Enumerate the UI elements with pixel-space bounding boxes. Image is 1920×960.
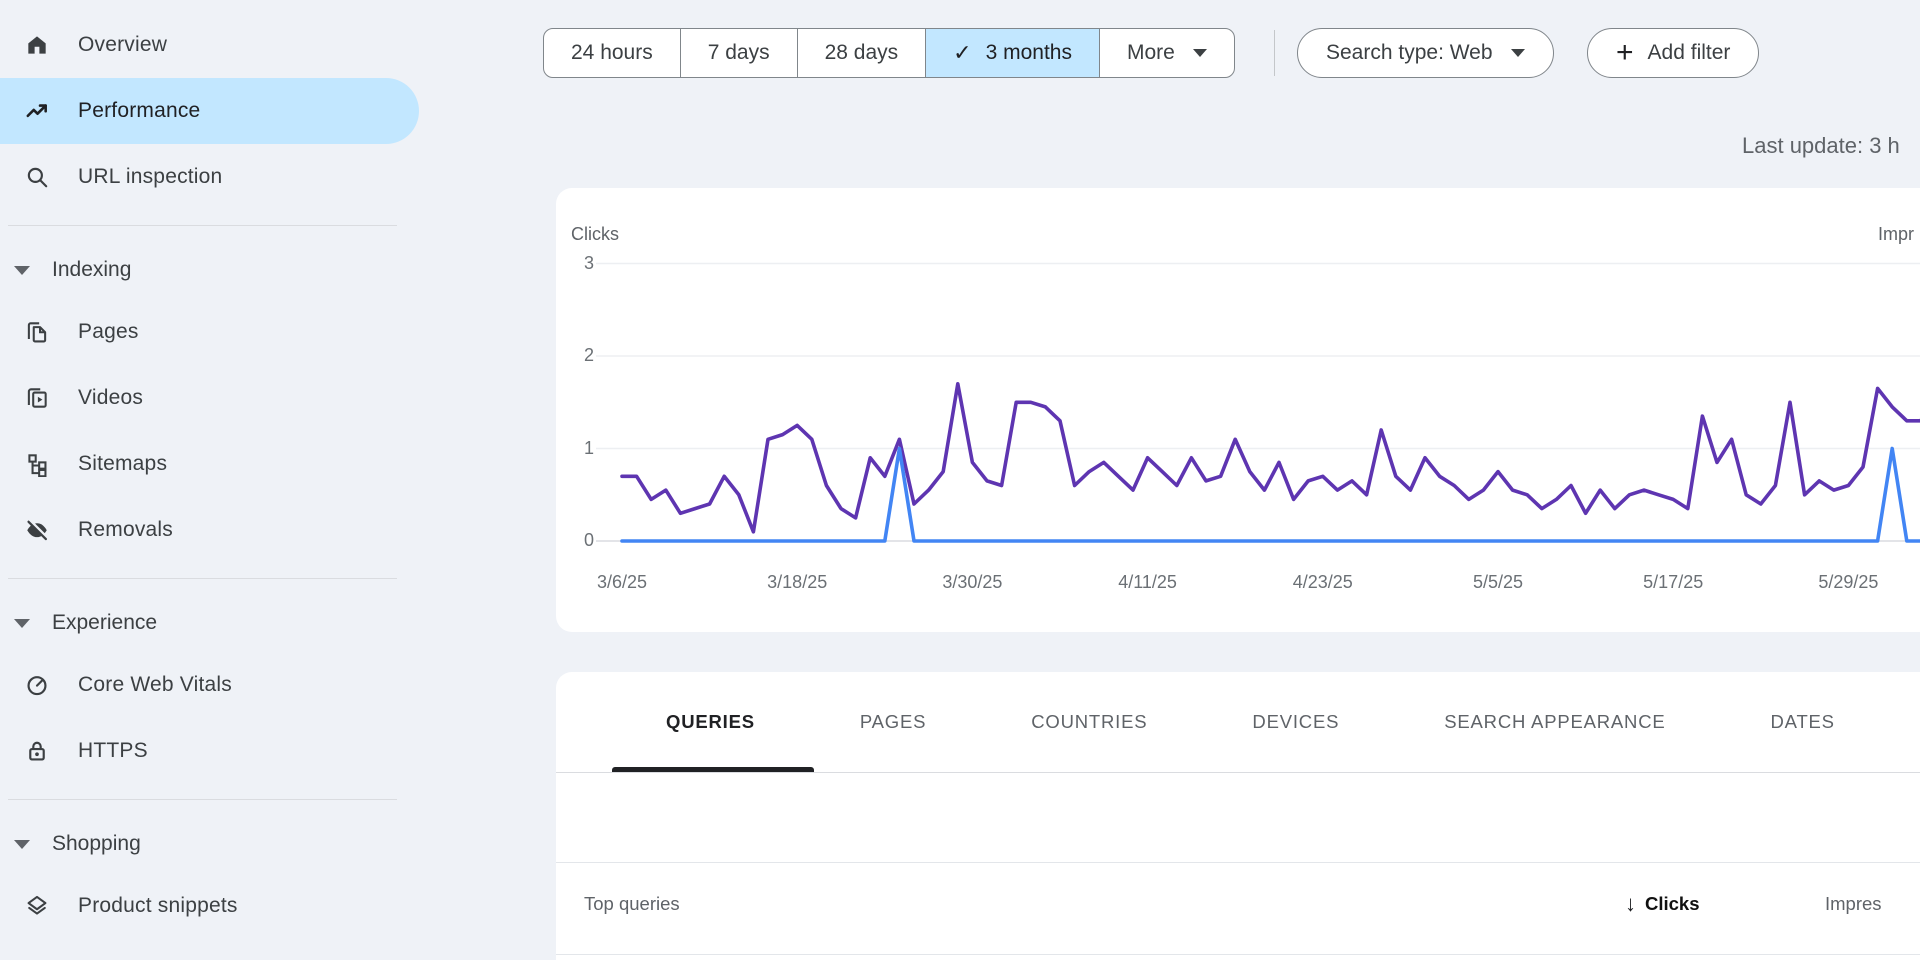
- performance-icon: [24, 98, 50, 124]
- sidebar-item-label: Product snippets: [78, 894, 238, 917]
- x-tick-label: 5/29/25: [1818, 572, 1879, 592]
- date-filter-label: 7 days: [707, 41, 770, 64]
- toolbar-divider: [1274, 30, 1276, 76]
- y-tick-label: 2: [583, 345, 594, 365]
- sidebar-section-shopping[interactable]: Shopping: [0, 815, 430, 873]
- x-tick-label: 5/17/25: [1643, 572, 1704, 592]
- date-filter-3-months[interactable]: ✓ 3 months: [925, 29, 1099, 77]
- date-filter-label: 24 hours: [571, 41, 653, 64]
- date-filter-label: 3 months: [985, 41, 1072, 64]
- sidebar-item-label: URL inspection: [78, 165, 223, 188]
- sidebar-item-core-web-vitals[interactable]: Core Web Vitals: [0, 652, 419, 718]
- sidebar-item-removals[interactable]: Removals: [0, 497, 419, 563]
- sidebar-section-indexing[interactable]: Indexing: [0, 241, 430, 299]
- section-header-label: Indexing: [52, 258, 132, 281]
- column-header-top-queries[interactable]: Top queries: [584, 893, 680, 914]
- column-header-clicks[interactable]: ↓ Clicks: [1625, 891, 1700, 917]
- core-web-vitals-icon: [24, 672, 50, 698]
- column-header-impressions[interactable]: Impres: [1825, 893, 1882, 914]
- check-icon: ✓: [953, 40, 972, 65]
- dimensions-table-card: QUERIES PAGES COUNTRIES DEVICES SEARCH A…: [556, 672, 1920, 960]
- search-type-label: Search type: Web: [1326, 41, 1493, 64]
- last-update-status: Last update: 3 h: [1742, 133, 1900, 158]
- sidebar-item-product-snippets[interactable]: Product snippets: [0, 873, 419, 939]
- chevron-down-icon: [1510, 49, 1525, 57]
- section-header-label: Experience: [52, 611, 158, 634]
- performance-line-chart: [596, 262, 1920, 543]
- sitemaps-icon: [24, 451, 50, 477]
- date-range-filter: 24 hours 7 days 28 days ✓ 3 months More: [543, 28, 1235, 78]
- y-tick-label: 3: [583, 252, 594, 273]
- tab-devices[interactable]: DEVICES: [1252, 711, 1340, 732]
- sidebar-item-label: HTTPS: [78, 739, 148, 762]
- search-type-dropdown[interactable]: Search type: Web: [1297, 28, 1554, 78]
- table-header-row: Top queries ↓ Clicks Impres: [556, 863, 1920, 954]
- sidebar: Overview Performance URL inspection Inde…: [0, 0, 430, 960]
- sidebar-item-label: Sitemaps: [78, 452, 168, 475]
- y-tick-label: 1: [583, 437, 594, 458]
- x-tick-label: 5/5/25: [1472, 572, 1524, 592]
- tab-search-appearance[interactable]: SEARCH APPEARANCE: [1444, 711, 1666, 732]
- x-tick-label: 3/18/25: [767, 572, 828, 592]
- removals-icon: [24, 517, 50, 543]
- videos-icon: [24, 385, 50, 411]
- x-tick-label: 3/30/25: [942, 572, 1003, 592]
- tab-dates[interactable]: DATES: [1770, 711, 1835, 732]
- impressions-axis-label: Impr: [1878, 224, 1914, 244]
- lock-icon: [24, 738, 50, 764]
- collapse-triangle-icon: [14, 839, 30, 849]
- sidebar-item-label: Removals: [78, 518, 173, 541]
- tab-pages[interactable]: PAGES: [859, 711, 927, 732]
- collapse-triangle-icon: [14, 618, 30, 628]
- date-filter-28-days[interactable]: 28 days: [796, 29, 926, 77]
- sidebar-item-url-inspection[interactable]: URL inspection: [0, 144, 419, 210]
- active-tab-underline: [612, 767, 814, 772]
- y-tick-label: 0: [583, 530, 594, 550]
- sidebar-divider: [8, 799, 397, 800]
- x-tick-label: 3/6/25: [596, 572, 648, 592]
- date-filter-label: 28 days: [824, 41, 899, 64]
- sidebar-item-label: Pages: [78, 320, 139, 343]
- sidebar-item-sitemaps[interactable]: Sitemaps: [0, 431, 419, 497]
- home-icon: [24, 32, 50, 58]
- pages-icon: [24, 319, 50, 345]
- tab-countries[interactable]: COUNTRIES: [1031, 711, 1148, 732]
- section-header-label: Shopping: [52, 832, 141, 855]
- sidebar-item-overview[interactable]: Overview: [0, 12, 419, 78]
- date-filter-more[interactable]: More: [1099, 29, 1234, 77]
- sidebar-section-experience[interactable]: Experience: [0, 594, 430, 652]
- x-tick-label: 4/23/25: [1292, 572, 1353, 592]
- date-filter-24-hours[interactable]: 24 hours: [544, 29, 680, 77]
- product-snippets-icon: [24, 893, 50, 919]
- clicks-axis-label: Clicks: [571, 224, 619, 244]
- collapse-triangle-icon: [14, 265, 30, 275]
- table-divider: [556, 862, 1920, 863]
- sidebar-item-label: Core Web Vitals: [78, 673, 232, 696]
- tab-queries[interactable]: QUERIES: [666, 711, 755, 732]
- sidebar-item-videos[interactable]: Videos: [0, 365, 419, 431]
- search-icon: [24, 164, 50, 190]
- date-filter-7-days[interactable]: 7 days: [679, 29, 797, 77]
- add-filter-label: Add filter: [1647, 41, 1731, 64]
- sidebar-divider: [8, 578, 397, 579]
- table-divider: [556, 954, 1920, 955]
- dimension-tabs: QUERIES PAGES COUNTRIES DEVICES SEARCH A…: [556, 672, 1920, 773]
- add-filter-button[interactable]: + Add filter: [1587, 28, 1760, 78]
- chevron-down-icon: [1192, 49, 1207, 57]
- performance-chart-card: Clicks Impr 3 2 1 0 3/6/25 3/18/25 3/30/25 4/1…: [556, 188, 1920, 632]
- sort-arrow-down-icon: ↓: [1625, 891, 1636, 916]
- sidebar-item-pages[interactable]: Pages: [0, 299, 419, 365]
- clicks-header-label: Clicks: [1645, 893, 1700, 914]
- date-filter-label: More: [1127, 41, 1175, 64]
- sidebar-item-label: Overview: [78, 33, 168, 56]
- sidebar-item-performance[interactable]: Performance: [0, 78, 419, 144]
- sidebar-item-label: Performance: [78, 99, 201, 122]
- sidebar-item-https[interactable]: HTTPS: [0, 718, 419, 784]
- sidebar-divider: [8, 225, 397, 226]
- sidebar-item-label: Videos: [78, 386, 144, 409]
- x-tick-label: 4/11/25: [1118, 572, 1177, 592]
